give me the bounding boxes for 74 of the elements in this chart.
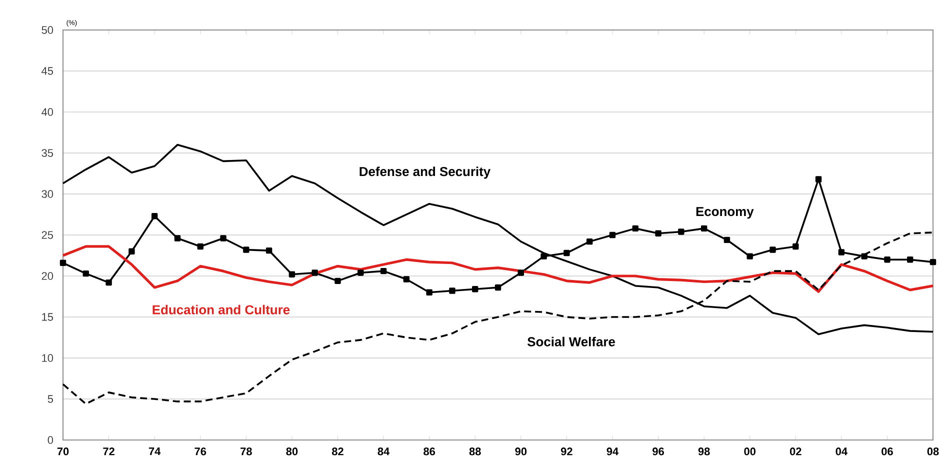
point	[312, 270, 318, 276]
point	[106, 279, 112, 286]
point	[518, 270, 524, 276]
x-tick-label: 02	[790, 448, 802, 456]
x-tick-label: 06	[882, 448, 893, 456]
x-tick-label: 78	[240, 448, 252, 456]
point	[815, 176, 822, 182]
point	[540, 253, 547, 260]
x-tick-label: 92	[560, 448, 572, 456]
y-tick-label: 15	[42, 313, 54, 321]
text: Defense and Security	[360, 166, 491, 179]
x-tick-label: 08	[927, 448, 939, 456]
point	[724, 236, 730, 244]
series-label: Economy	[696, 207, 754, 219]
x-tick-label: 76	[194, 448, 206, 456]
point	[792, 243, 799, 250]
point	[838, 249, 845, 256]
point	[472, 286, 478, 292]
point	[60, 260, 66, 266]
point	[884, 256, 890, 263]
y-tick-label: 10	[42, 354, 54, 362]
y-tick-label: 0	[48, 436, 54, 444]
point	[770, 246, 776, 253]
x-tick-label: 82	[332, 448, 344, 456]
point	[494, 284, 502, 291]
point	[426, 289, 432, 296]
y-tick-label: 40	[42, 108, 54, 116]
x-tick-label: 98	[698, 448, 710, 456]
series-label: Social Welfare	[527, 336, 615, 346]
y-tick-label: 5	[48, 395, 54, 403]
y-tick-label: 50	[42, 26, 54, 34]
y-tick-label: 25	[42, 231, 54, 239]
point	[334, 278, 341, 284]
point	[700, 225, 708, 232]
point	[655, 230, 662, 236]
point	[907, 256, 914, 263]
x-tick-label: 80	[286, 448, 298, 456]
point	[220, 235, 226, 242]
point	[403, 276, 410, 282]
y-tick-label: 35	[42, 149, 54, 157]
x-tick-label: 70	[57, 448, 69, 456]
point	[197, 243, 204, 250]
point	[449, 288, 456, 294]
point	[82, 270, 89, 277]
point	[243, 246, 250, 253]
point	[746, 253, 753, 260]
x-tick-label: 84	[378, 448, 390, 456]
point	[358, 270, 364, 276]
point	[609, 232, 616, 238]
point	[930, 258, 936, 266]
x-tick-label: 94	[606, 448, 619, 456]
y-tick-label: 20	[42, 272, 54, 280]
point	[151, 213, 158, 220]
x-tick-label: 74	[148, 448, 161, 456]
series-label: Education and Culture	[152, 304, 290, 314]
x-tick-label: 90	[515, 448, 527, 456]
point	[586, 238, 593, 245]
y-tick-label: 30	[42, 190, 54, 198]
point	[174, 235, 181, 242]
x-tick-label: 04	[836, 448, 848, 456]
point	[288, 271, 296, 278]
point	[861, 253, 868, 260]
x-tick-label: 88	[469, 448, 481, 456]
x-tick-label: 96	[652, 448, 664, 456]
x-tick-label: 86	[424, 448, 436, 456]
y-tick-label: 45	[42, 67, 54, 75]
x-tick-label: 00	[744, 448, 756, 456]
point	[564, 250, 570, 256]
point	[266, 247, 272, 254]
point	[128, 248, 135, 254]
x-tick-label: 72	[103, 448, 114, 456]
point	[678, 228, 684, 235]
point	[632, 225, 638, 232]
point	[380, 268, 387, 274]
